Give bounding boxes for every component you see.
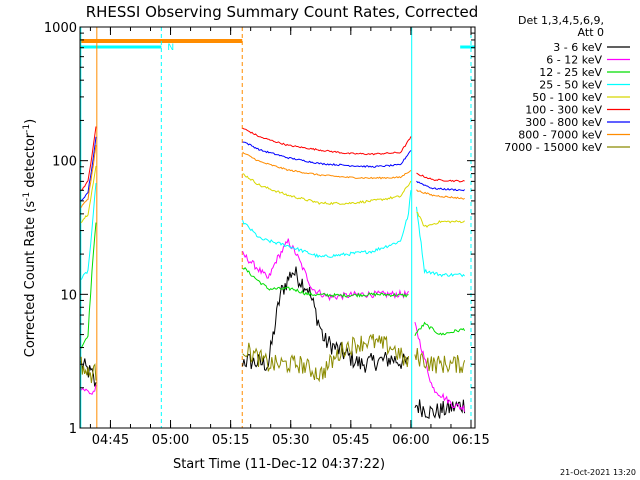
legend-label-1: 3 - 6 keV [553, 41, 602, 54]
flag-n-marker: N [167, 43, 174, 53]
x-axis-label: Start Time (11-Dec-12 04:37:22) [173, 457, 385, 472]
legend-header-1: Att 0 [578, 26, 604, 39]
legend-label-7: 300 - 800 keV [525, 116, 602, 129]
legend-header-0: Det 1,3,4,5,6,9, [518, 14, 604, 27]
plot-area: N 1 10 100 1000 04:45 05:00 05:15 05:30 05:45 06:0… [44, 21, 490, 448]
x-tick-label: 05:00 [152, 433, 189, 448]
series-line-3 [80, 222, 466, 349]
x-tick-label: 06:15 [452, 433, 489, 448]
x-tick-label: 04:45 [92, 433, 129, 448]
legend-label-3: 12 - 25 keV [539, 66, 602, 79]
legend-label-5: 50 - 100 keV [532, 91, 602, 104]
x-tick-label: 05:15 [212, 433, 249, 448]
svg-text:Corrected Count Rate (s-1 dete: Corrected Count Rate (s-1 detector-1) [22, 119, 38, 357]
y-tick-label: 100 [52, 155, 77, 170]
legend-label-6: 100 - 300 keV [525, 104, 602, 117]
legend-label-4: 25 - 50 keV [539, 79, 602, 92]
footer-timestamp: 21-Oct-2021 13:20 [560, 468, 636, 477]
x-tick-label: 06:00 [392, 433, 429, 448]
series-line-6 [80, 126, 465, 191]
series-line-4 [80, 182, 465, 280]
series-line-5 [80, 165, 465, 228]
y-tick-label: 1 [69, 422, 77, 437]
series-line-7 [80, 136, 465, 201]
x-tick-label: 05:45 [332, 433, 369, 448]
legend-label-2: 6 - 12 keV [546, 54, 602, 67]
series-line-2 [80, 238, 466, 412]
legend-label-9: 7000 - 15000 keV [504, 141, 602, 154]
y-tick-label: 10 [60, 288, 77, 303]
y-axis-label: Corrected Count Rate (s-1 detector-1) [22, 119, 38, 357]
series-line-8 [80, 145, 465, 208]
legend-label-8: 800 - 7000 keV [518, 129, 602, 142]
plot-frame [79, 26, 476, 429]
chart-title: RHESSI Observing Summary Count Rates, Co… [86, 3, 479, 21]
x-tick-label: 05:30 [272, 433, 309, 448]
y-tick-label: 1000 [44, 21, 77, 36]
series-line-9 [80, 333, 466, 384]
